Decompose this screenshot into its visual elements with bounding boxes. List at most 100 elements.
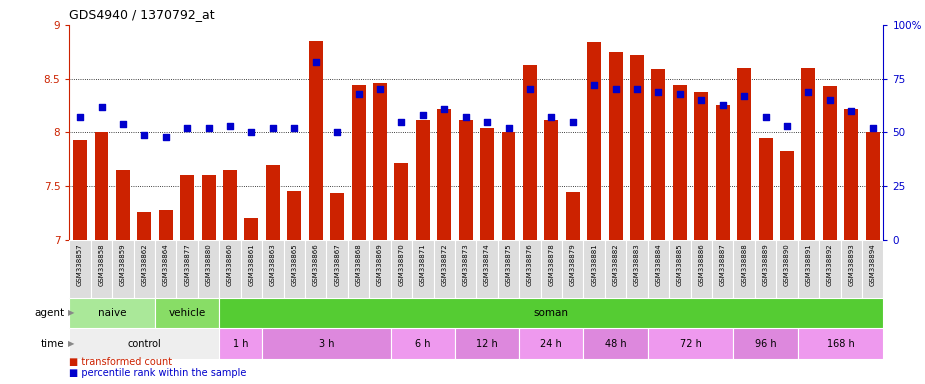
Point (116, 121, 130, 127)
Point (223, 123, 238, 129)
Text: GSM338887: GSM338887 (720, 243, 726, 286)
Point (202, 125, 216, 131)
Point (544, 114, 559, 121)
Text: 24 h: 24 h (540, 339, 562, 349)
Bar (369, 240, 390, 298)
Point (523, 86, 537, 93)
Bar (244, 218, 258, 240)
Bar (476, 240, 498, 298)
Text: 96 h: 96 h (755, 339, 776, 349)
Bar (734, 240, 755, 298)
Bar (648, 240, 669, 298)
Bar (416, 119, 430, 240)
Text: GSM338876: GSM338876 (527, 243, 533, 286)
Bar (390, 328, 455, 359)
Bar (240, 240, 262, 298)
Bar (305, 240, 327, 298)
Bar (584, 240, 605, 298)
Bar (587, 42, 601, 240)
Point (672, 91, 687, 97)
Text: 12 h: 12 h (476, 339, 498, 349)
Text: GSM338890: GSM338890 (784, 243, 790, 286)
Bar (609, 52, 623, 240)
Bar (455, 328, 519, 359)
Point (244, 129, 259, 136)
Text: GSM338889: GSM338889 (762, 243, 769, 286)
Bar (438, 109, 451, 240)
Bar (219, 298, 883, 328)
Point (373, 86, 388, 93)
Text: GSM338894: GSM338894 (870, 243, 876, 286)
Bar (519, 328, 584, 359)
Bar (797, 240, 820, 298)
Text: 168 h: 168 h (827, 339, 855, 349)
Bar (648, 328, 734, 359)
Text: 3 h: 3 h (319, 339, 334, 349)
Bar (434, 240, 455, 298)
Bar (605, 240, 626, 298)
Text: GSM338866: GSM338866 (313, 243, 319, 286)
Text: GSM338888: GSM338888 (741, 243, 747, 286)
Bar (262, 240, 284, 298)
Bar (566, 192, 580, 240)
Bar (797, 328, 883, 359)
Text: 6 h: 6 h (415, 339, 430, 349)
Text: 1 h: 1 h (233, 339, 249, 349)
Bar (265, 165, 280, 240)
Bar (845, 109, 858, 240)
Bar (820, 240, 841, 298)
Text: GSM338874: GSM338874 (484, 243, 490, 286)
Text: ▶: ▶ (68, 339, 75, 348)
Bar (223, 170, 237, 240)
Bar (219, 240, 240, 298)
Text: GSM338858: GSM338858 (98, 243, 105, 286)
Bar (202, 175, 216, 240)
Point (265, 125, 280, 131)
Bar (651, 69, 665, 240)
Text: GSM338886: GSM338886 (698, 243, 704, 286)
Bar (69, 298, 155, 328)
Point (609, 86, 623, 93)
Point (179, 125, 194, 131)
Text: GSM338872: GSM338872 (441, 243, 448, 286)
Bar (288, 190, 302, 240)
Text: control: control (128, 339, 161, 349)
Text: GSM338882: GSM338882 (612, 243, 619, 286)
Text: GSM338861: GSM338861 (249, 243, 254, 286)
Point (308, 58, 323, 65)
Point (865, 125, 880, 131)
Point (844, 108, 858, 114)
Text: GSM338879: GSM338879 (570, 243, 575, 286)
Bar (309, 41, 323, 240)
Bar (198, 240, 219, 298)
Point (501, 125, 516, 131)
Bar (523, 65, 536, 240)
Bar (691, 240, 712, 298)
Text: GSM338893: GSM338893 (848, 243, 855, 286)
Bar (177, 240, 198, 298)
Point (352, 91, 366, 97)
Text: time: time (41, 339, 65, 349)
Text: 72 h: 72 h (680, 339, 701, 349)
Point (137, 132, 152, 138)
Point (458, 114, 473, 121)
Point (758, 114, 773, 121)
Bar (737, 68, 751, 240)
Text: soman: soman (534, 308, 569, 318)
Text: GSM338880: GSM338880 (205, 243, 212, 286)
Point (73, 114, 88, 121)
Point (394, 119, 409, 125)
Bar (284, 240, 305, 298)
Bar (758, 138, 772, 240)
Text: agent: agent (34, 308, 65, 318)
Text: GSM338857: GSM338857 (77, 243, 83, 286)
Bar (373, 83, 387, 240)
Text: vehicle: vehicle (168, 308, 206, 318)
Text: GDS4940 / 1370792_at: GDS4940 / 1370792_at (69, 8, 215, 21)
Bar (823, 86, 837, 240)
Text: GSM338877: GSM338877 (184, 243, 191, 286)
Point (736, 93, 751, 99)
Bar (459, 119, 473, 240)
Text: GSM338883: GSM338883 (634, 243, 640, 286)
Text: GSM338869: GSM338869 (377, 243, 383, 286)
